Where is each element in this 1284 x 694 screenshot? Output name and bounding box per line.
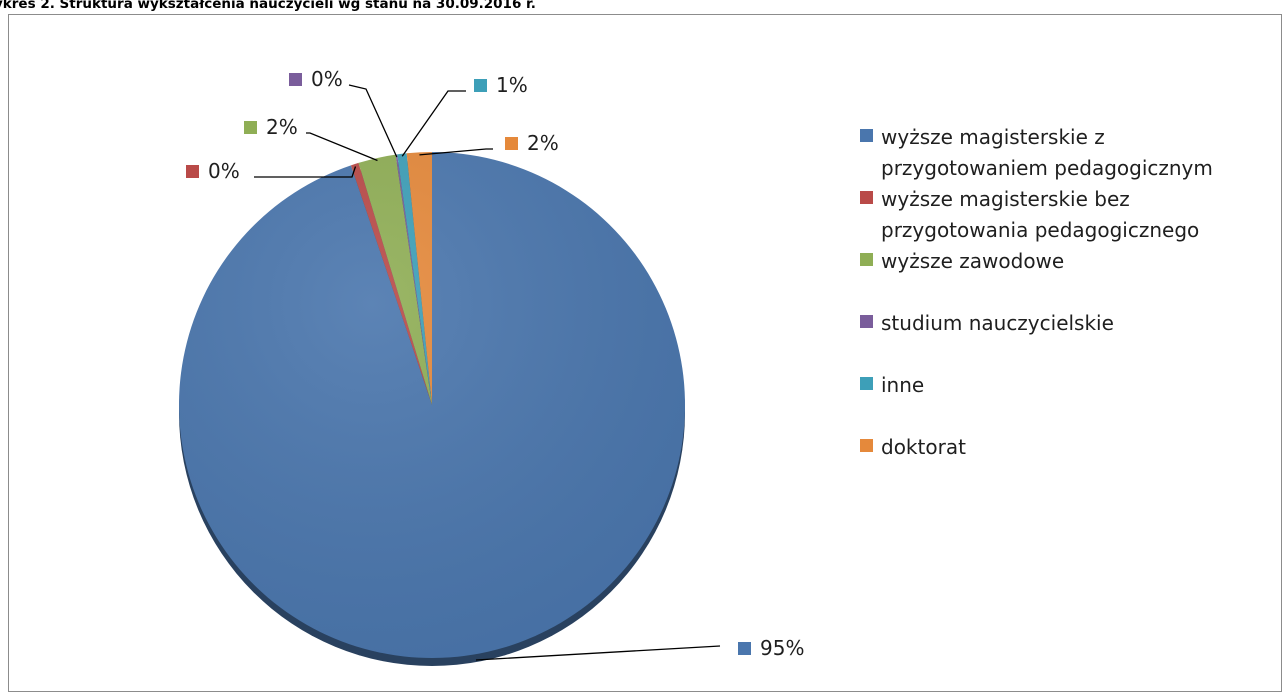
data-label-swatch <box>474 78 487 92</box>
chart-title: ykres 2. Struktura wykształcenia nauczyc… <box>0 0 536 12</box>
leader-line-4 <box>348 84 398 158</box>
legend-swatch <box>860 377 873 390</box>
data-label-1: 95% <box>738 636 804 660</box>
data-label-text: 95% <box>760 636 805 660</box>
legend-item-4: studium nauczycielskie <box>860 308 1271 339</box>
data-label-swatch <box>289 72 302 86</box>
legend-item-6: doktorat <box>860 432 1271 463</box>
leader-line-5 <box>401 90 466 157</box>
legend-item-2: wyższe magisterskie bez przygotowania pe… <box>860 184 1271 246</box>
data-label-swatch <box>186 164 199 178</box>
leader-line-1 <box>475 645 721 661</box>
data-label-3: 2% <box>244 115 298 139</box>
legend-label: wyższe zawodowe <box>881 249 1065 273</box>
data-label-swatch <box>505 136 518 150</box>
pie-sheen <box>179 152 685 658</box>
data-label-5: 1% <box>474 73 528 97</box>
leader-line-3 <box>306 132 378 162</box>
data-label-text: 0% <box>311 67 343 91</box>
data-label-text: 0% <box>208 159 240 183</box>
legend-swatch <box>860 253 873 266</box>
data-label-swatch <box>738 641 751 655</box>
legend-swatch <box>860 129 873 142</box>
data-label-text: 2% <box>527 131 559 155</box>
leader-line-2 <box>254 166 357 178</box>
legend-label: studium nauczycielskie <box>881 311 1114 335</box>
legend-item-5: inne <box>860 370 1271 401</box>
data-label-6: 2% <box>505 131 559 155</box>
legend-label: wyższe magisterskie z przygotowaniem ped… <box>881 125 1213 180</box>
chart-frame <box>8 14 1282 692</box>
data-label-text: 1% <box>496 73 528 97</box>
legend-swatch <box>860 191 873 204</box>
legend-swatch <box>860 315 873 328</box>
leader-line-6 <box>419 148 493 156</box>
legend-label: inne <box>881 373 925 397</box>
legend-item-3: wyższe zawodowe <box>860 246 1271 277</box>
data-label-2: 0% <box>186 159 240 183</box>
legend-label: wyższe magisterskie bez przygotowania pe… <box>881 187 1200 242</box>
data-label-swatch <box>244 120 257 134</box>
legend-item-1: wyższe magisterskie z przygotowaniem ped… <box>860 122 1271 184</box>
legend-swatch <box>860 439 873 452</box>
data-label-text: 2% <box>266 115 298 139</box>
data-label-4: 0% <box>289 67 343 91</box>
legend-label: doktorat <box>881 435 966 459</box>
